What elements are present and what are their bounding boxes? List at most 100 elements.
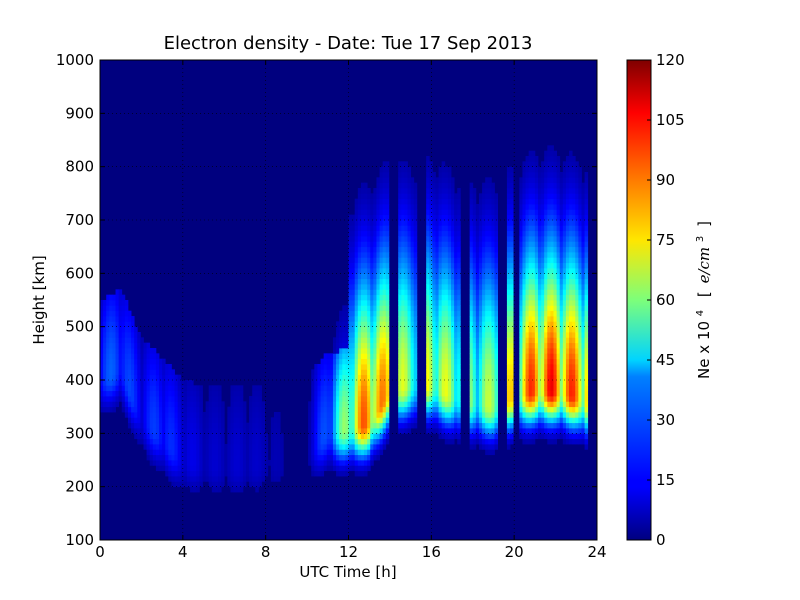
heatmap-cell [118,305,123,312]
heatmap-cell [565,188,570,194]
heatmap-cell [134,396,138,402]
heatmap-cell [475,428,480,434]
heatmap-cell [143,364,147,370]
heatmap-cell [360,305,365,312]
heatmap-cell [510,417,514,424]
heatmap-cell [578,417,582,424]
heatmap-cell [572,214,576,221]
heatmap-cell [572,289,576,296]
heatmap-cell [544,161,548,168]
heatmap-cell [485,348,489,354]
heatmap-cell [379,412,384,418]
heatmap-cell [475,278,480,285]
heatmap-cell [531,310,536,317]
heatmap-cell [332,337,337,344]
heatmap-cell [199,417,203,424]
heatmap-cell [367,198,371,205]
heatmap-cell [575,380,579,386]
heatmap-cell [367,204,371,210]
heatmap-cell [103,369,107,376]
heatmap-cell [370,273,374,280]
heatmap-cell [506,262,511,269]
heatmap-cell [320,390,325,397]
heatmap-cell [426,364,430,370]
heatmap-cell [196,412,200,418]
heatmap-cell [447,257,452,264]
heatmap-cell [454,428,458,434]
heatmap-cell [171,385,175,392]
heatmap-cell [124,326,129,333]
heatmap-cell [472,438,477,445]
heatmap-cell [357,470,362,477]
heatmap-cell [317,470,321,477]
heatmap-cell [562,326,567,333]
heatmap-cell [162,401,166,408]
heatmap-cell [370,380,374,386]
heatmap-cell [457,380,461,386]
heatmap-cell [547,241,551,248]
heatmap-cell [155,422,160,429]
heatmap-cell [317,465,321,472]
heatmap-cell [100,310,104,317]
heatmap-cell [382,305,387,312]
heatmap-cell [131,385,135,392]
heatmap-cell [488,268,492,274]
heatmap-cell [326,369,331,376]
heatmap-cell [575,172,579,178]
heatmap-cell [131,326,135,333]
heatmap-cell [506,433,511,440]
heatmap-cell [336,406,340,413]
heatmap-cell [550,342,554,349]
heatmap-cell [475,337,480,344]
heatmap-cell [162,406,166,413]
heatmap-cell [581,348,585,354]
heatmap-cell [575,204,579,210]
heatmap-cell [522,193,526,200]
heatmap-cell [451,316,455,322]
heatmap-cell [137,417,141,424]
heatmap-cell [314,385,318,392]
heatmap-cell [438,262,443,269]
heatmap-cell [174,406,179,413]
heatmap-cell [528,262,533,269]
heatmap-cell [336,438,340,445]
heatmap-cell [336,332,340,338]
heatmap-cell [354,390,359,397]
heatmap-cell [121,406,126,413]
heatmap-cell [379,225,384,232]
heatmap-cell [398,310,402,317]
heatmap-cell [469,326,474,333]
heatmap-cell [510,284,514,290]
heatmap-cell [441,257,446,264]
heatmap-cell [373,438,377,445]
heatmap-cell [485,241,489,248]
heatmap-cell [339,449,343,456]
heatmap-cell [547,204,551,210]
heatmap-cell [510,257,514,264]
heatmap-cell [354,209,359,216]
heatmap-cell [435,316,439,322]
heatmap-cell [432,369,436,376]
heatmap-cell [202,476,207,482]
heatmap-cell [534,417,539,424]
heatmap-cell [553,428,558,434]
heatmap-cell [109,294,113,301]
heatmap-cell [550,369,554,376]
heatmap-cell [565,380,570,386]
heatmap-cell [121,374,126,381]
heatmap-cell [249,449,253,456]
heatmap-cell [584,332,589,338]
heatmap-cell [550,156,554,162]
heatmap-cell [364,268,368,274]
heatmap-cell [127,348,132,354]
heatmap-cell [118,337,123,344]
heatmap-cell [547,380,551,386]
heatmap-cell [230,406,234,413]
heatmap-cell [342,401,346,408]
heatmap-cell [382,396,387,402]
heatmap-cell [569,268,573,274]
heatmap-cell [541,374,545,381]
heatmap-cell [155,406,160,413]
heatmap-cell [221,444,225,450]
heatmap-cell [544,156,548,162]
